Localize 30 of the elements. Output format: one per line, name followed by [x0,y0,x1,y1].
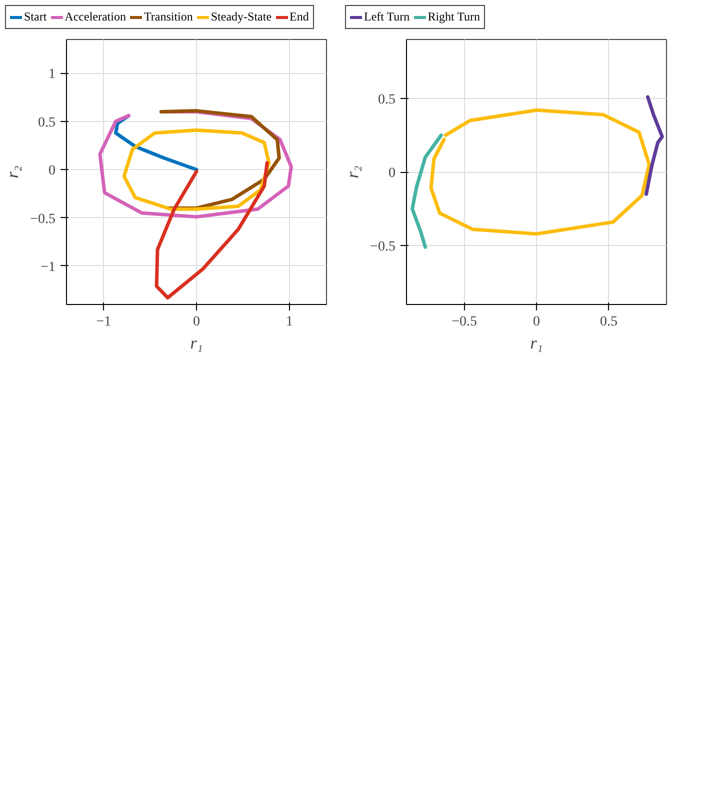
y-tick-label: 0.5 [38,115,56,130]
y-tick-label: 0 [48,163,56,178]
x-tick-label: 1 [286,314,293,330]
x-tick-label: 0 [533,314,540,330]
x-tick-label: 0 [193,314,200,330]
x-axis-title: r₁ [530,333,543,352]
x-tick-label: 0.5 [600,314,618,330]
y-tick-label: 0.5 [378,92,396,108]
line-series [644,94,664,196]
y-axis-title: r₂ [343,165,362,178]
y-tick-label: 0 [388,166,396,181]
y-axis-title: r₂ [3,165,22,178]
y-tick-label: −1 [40,260,56,275]
legend-label: Start [24,10,47,24]
x-axis-title: r₁ [190,333,203,352]
legend-label: Left Turn [364,10,410,24]
legend-label: End [290,10,309,24]
y-tick-label: 1 [48,67,56,82]
line-series [410,133,443,249]
legend-label: Transition [144,10,193,24]
legend-label: Steady-State [210,10,272,24]
y-tick-label: −0.5 [30,212,56,227]
line-series [154,160,269,300]
line-series [429,108,651,236]
y-tick-label: −0.5 [370,239,396,254]
legend-label: Acceleration [64,10,126,24]
line-series [122,128,271,211]
x-tick-label: −1 [96,314,112,330]
legend-label: Right Turn [428,10,480,24]
x-tick-label: −0.5 [452,314,477,330]
